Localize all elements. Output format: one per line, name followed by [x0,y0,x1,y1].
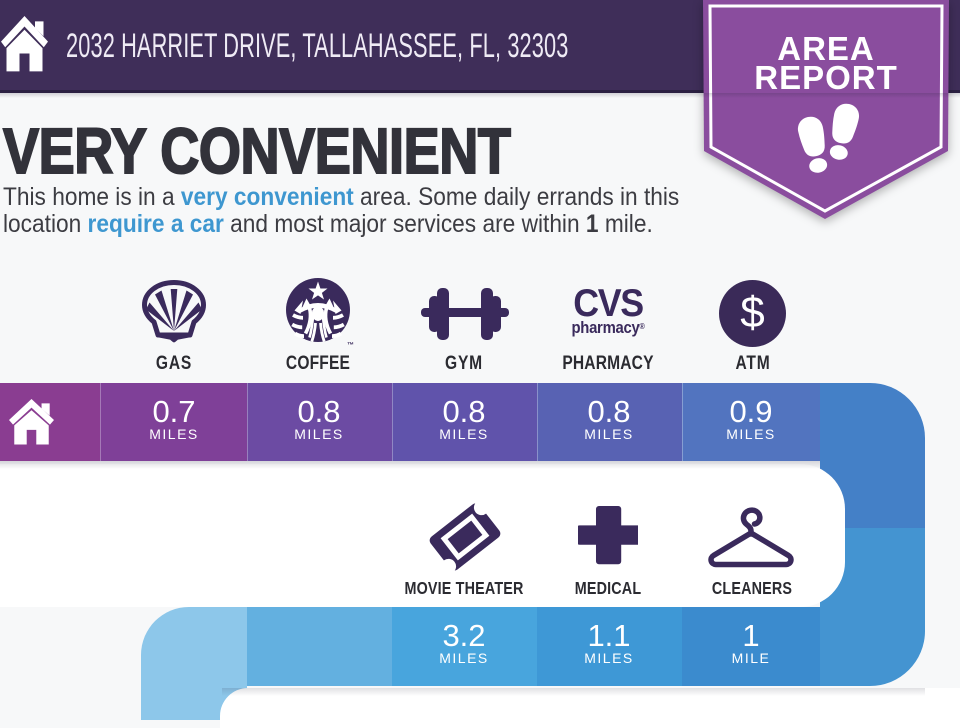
svg-text:REPORT: REPORT [754,59,898,96]
svg-text:™: ™ [347,342,354,349]
svg-text:AREA: AREA [777,30,875,67]
